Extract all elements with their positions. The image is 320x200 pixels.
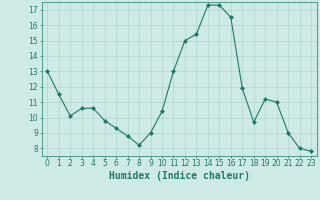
- X-axis label: Humidex (Indice chaleur): Humidex (Indice chaleur): [109, 171, 250, 181]
